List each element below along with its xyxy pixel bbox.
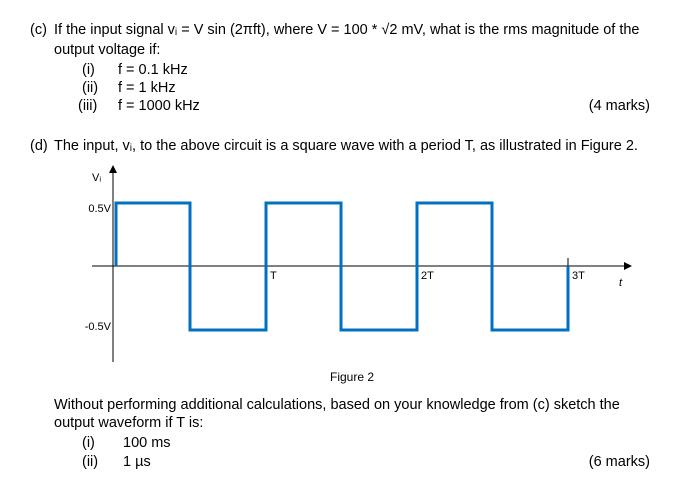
part-label: (c) — [30, 22, 47, 38]
item-text: f = 0.1 kHz — [118, 62, 188, 78]
item-number: (ii) — [82, 80, 99, 96]
question-text: output voltage if: — [54, 42, 161, 58]
y-tick-label: 0.5V — [88, 203, 111, 215]
item-text: f = 1 kHz — [118, 80, 176, 96]
item-number: (i) — [82, 435, 95, 451]
marks: (6 marks) — [588, 454, 650, 470]
question-text: The input, vᵢ, to the above circuit is a… — [54, 138, 638, 154]
x-tick-label: 3T — [572, 270, 585, 282]
marks: (4 marks) — [588, 98, 650, 114]
item-text: 1 µs — [123, 454, 151, 470]
y-axis-label: Vᵢ — [92, 172, 101, 184]
question-text: output waveform if T is: — [54, 415, 204, 431]
item-number: (iii) — [78, 98, 98, 114]
figure-caption: Figure 2 — [330, 370, 374, 384]
item-text: 100 ms — [123, 435, 171, 451]
part-label: (d) — [30, 138, 48, 154]
y-tick-label: -0.5V — [85, 321, 112, 333]
x-tick-label: 2T — [421, 270, 434, 282]
x-tick-label: T — [270, 270, 277, 282]
item-text: f = 1000 kHz — [118, 98, 200, 114]
item-number: (ii) — [82, 454, 99, 470]
square-wave — [114, 201, 570, 332]
item-number: (i) — [82, 62, 95, 78]
question-text: Without performing additional calculatio… — [54, 397, 620, 413]
question-text: If the input signal vᵢ = V sin (2πft), w… — [54, 22, 640, 38]
x-axis-label: t — [619, 277, 623, 289]
